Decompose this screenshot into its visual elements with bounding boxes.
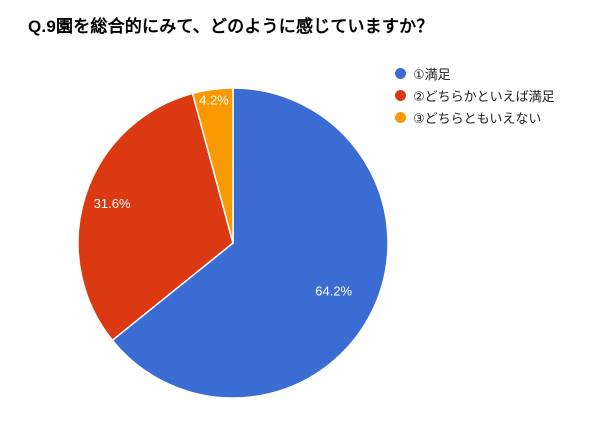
- legend-label: ①満足: [413, 66, 451, 82]
- legend-label: ②どちらかといえば満足: [413, 88, 555, 104]
- legend-item: ②どちらかといえば満足: [395, 84, 555, 106]
- legend: ①満足 ②どちらかといえば満足 ③どちらともいえない: [395, 62, 555, 128]
- legend-item: ③どちらともいえない: [395, 106, 555, 128]
- pie-slice-label: 64.2%: [315, 284, 352, 299]
- chart-title: Q.9園を総合的にみて、どのように感じていますか？: [28, 17, 434, 36]
- pie-slice-2[interactable]: [191, 87, 234, 244]
- pie-slice-label: 31.6%: [94, 196, 131, 211]
- legend-swatch-icon: [395, 111, 406, 123]
- legend-label: ③どちらともいえない: [413, 110, 542, 126]
- legend-swatch-icon: [395, 89, 406, 101]
- pie-slice-label: 4.2%: [199, 93, 229, 108]
- legend-item: ①満足: [395, 62, 555, 84]
- pie-slice-0[interactable]: [111, 87, 389, 399]
- legend-swatch-icon: [395, 67, 406, 79]
- pie-slice-1[interactable]: [77, 92, 234, 342]
